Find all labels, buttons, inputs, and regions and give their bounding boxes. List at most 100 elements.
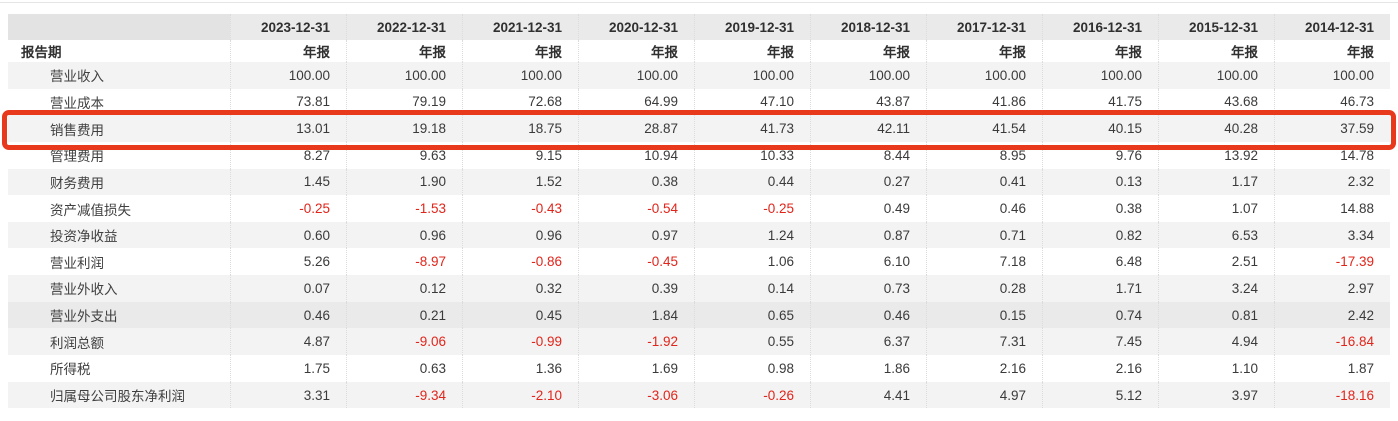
value-cell: -0.99 [462,328,578,356]
value-cell: 100.00 [810,62,926,89]
value-cell: 1.87 [1274,355,1390,382]
top-divider [0,2,1398,3]
value-cell: -0.45 [578,248,694,276]
value-cell: 6.48 [1042,248,1158,276]
row-label: 营业收入 [50,69,104,85]
value-cell: 0.21 [346,301,462,329]
value-cell: 7.18 [926,248,1042,276]
value-cell: 19.18 [346,115,462,142]
period-type-cell: 年报 [1274,40,1390,62]
value-cell: -17.39 [1274,248,1390,276]
value-cell: 0.46 [810,301,926,329]
value-cell: 100.00 [230,62,346,89]
row-label: 利润总额 [50,335,104,351]
value-cell: 0.38 [1042,195,1158,222]
row-label: 所得税 [50,362,91,378]
header-row-period: 报告期 年报 年报 年报 年报 年报 年报 年报 年报 年报 年报 [8,40,1390,62]
value-cell: 28.87 [578,115,694,142]
value-cell: 0.55 [694,328,810,356]
value-cell: 0.15 [926,301,1042,329]
value-cell: 0.07 [230,275,346,302]
value-cell: 9.76 [1042,141,1158,169]
value-cell: 41.75 [1042,88,1158,116]
row-label: 销售费用 [50,122,104,138]
value-cell: 4.94 [1158,328,1274,356]
value-cell: 5.26 [230,248,346,276]
report-period-label: 报告期 [21,45,62,60]
value-cell: 0.49 [810,195,926,222]
value-cell: 2.97 [1274,275,1390,302]
value-cell: 73.81 [230,88,346,116]
value-cell: 0.97 [578,221,694,249]
row-label: 归属母公司股东净利润 [50,389,185,404]
value-cell: 1.24 [694,221,810,249]
value-cell: 1.52 [462,168,578,196]
value-cell: 0.12 [346,275,462,302]
value-cell: 0.46 [230,301,346,329]
value-cell: 79.19 [346,88,462,116]
row-label: 投资净收益 [50,229,118,245]
value-cell: 9.15 [462,141,578,169]
value-cell: 1.10 [1158,355,1274,382]
table-row[interactable]: 归属母公司股东净利润 3.31 -9.34 -2.10 -3.06 -0.26 4.41 4.… [8,381,1390,409]
value-cell: 0.38 [578,168,694,196]
table-row[interactable]: 营业外收入 0.07 0.12 0.32 0.39 0.14 0.73 0.28 1.71 3.2… [8,275,1390,302]
column-header-date: 2014-12-31 [1274,14,1390,40]
table-body: 营业收入 100.00 100.00 100.00 100.00 100.00 100.00… [8,62,1390,409]
value-cell: 3.34 [1274,221,1390,249]
value-cell: 8.95 [926,141,1042,169]
value-cell: 2.32 [1274,168,1390,196]
value-cell: 0.13 [1042,168,1158,196]
table-row[interactable]: 管理费用 8.27 9.63 9.15 10.94 10.33 8.44 8.95 9.76 13… [8,141,1390,169]
value-cell: -18.16 [1274,381,1390,409]
table-row[interactable]: 资产减值损失 -0.25 -1.53 -0.43 -0.54 -0.25 0.49 0.46 0… [8,195,1390,222]
value-cell: 100.00 [462,62,578,89]
value-cell: 0.71 [926,221,1042,249]
column-header-date: 2023-12-31 [230,14,346,40]
row-label: 营业利润 [50,255,104,271]
value-cell: 1.45 [230,168,346,196]
header-row-dates: 2023-12-31 2022-12-31 2021-12-31 2020-12-31… [8,14,1390,40]
value-cell: 43.68 [1158,88,1274,116]
table-row[interactable]: 营业收入 100.00 100.00 100.00 100.00 100.00 100.00… [8,62,1390,89]
table-row[interactable]: 利润总额 4.87 -9.06 -0.99 -1.92 0.55 6.37 7.31 7.45 4… [8,328,1390,356]
row-label: 营业成本 [50,95,104,111]
value-cell: 6.37 [810,328,926,356]
value-cell: 0.65 [694,301,810,329]
table-row[interactable]: 财务费用 1.45 1.90 1.52 0.38 0.44 0.27 0.41 0.13 1.17… [8,168,1390,196]
value-cell: 0.63 [346,355,462,382]
column-header-date: 2019-12-31 [694,14,810,40]
table-row[interactable]: 投资净收益 0.60 0.96 0.96 0.97 1.24 0.87 0.71 0.82 6.5… [8,221,1390,249]
value-cell: 10.33 [694,141,810,169]
value-cell: 7.45 [1042,328,1158,356]
period-type-cell: 年报 [810,40,926,62]
table-row[interactable]: 所得税 1.75 0.63 1.36 1.69 0.98 1.86 2.16 2.16 1.10 1… [8,355,1390,382]
table-row[interactable]: 营业外支出 0.46 0.21 0.45 1.84 0.65 0.46 0.15 0.74 0.8… [8,301,1390,329]
value-cell: 47.10 [694,88,810,116]
period-type-cell: 年报 [694,40,810,62]
value-cell: 0.46 [926,195,1042,222]
value-cell: 14.88 [1274,195,1390,222]
value-cell: 0.28 [926,275,1042,302]
value-cell: -3.06 [578,381,694,409]
value-cell: 1.69 [578,355,694,382]
period-type-cell: 年报 [1158,40,1274,62]
value-cell: 8.44 [810,141,926,169]
value-cell: 3.31 [230,381,346,409]
table-row[interactable]: 营业利润 5.26 -8.97 -0.86 -0.45 1.06 6.10 7.18 6.48 2… [8,248,1390,276]
column-header-date: 2017-12-31 [926,14,1042,40]
corner-cell [8,14,230,40]
value-cell: 2.51 [1158,248,1274,276]
value-cell: 1.90 [346,168,462,196]
value-cell: 46.73 [1274,88,1390,116]
table-row[interactable]: 销售费用 13.01 19.18 18.75 28.87 41.73 42.11 41.54 4… [8,115,1390,142]
value-cell: 37.59 [1274,115,1390,142]
value-cell: 100.00 [1042,62,1158,89]
value-cell: 18.75 [462,115,578,142]
table-row[interactable]: 营业成本 73.81 79.19 72.68 64.99 47.10 43.87 41.86 4… [8,88,1390,116]
value-cell: 1.86 [810,355,926,382]
value-cell: -8.97 [346,248,462,276]
value-cell: 10.94 [578,141,694,169]
value-cell: 3.24 [1158,275,1274,302]
